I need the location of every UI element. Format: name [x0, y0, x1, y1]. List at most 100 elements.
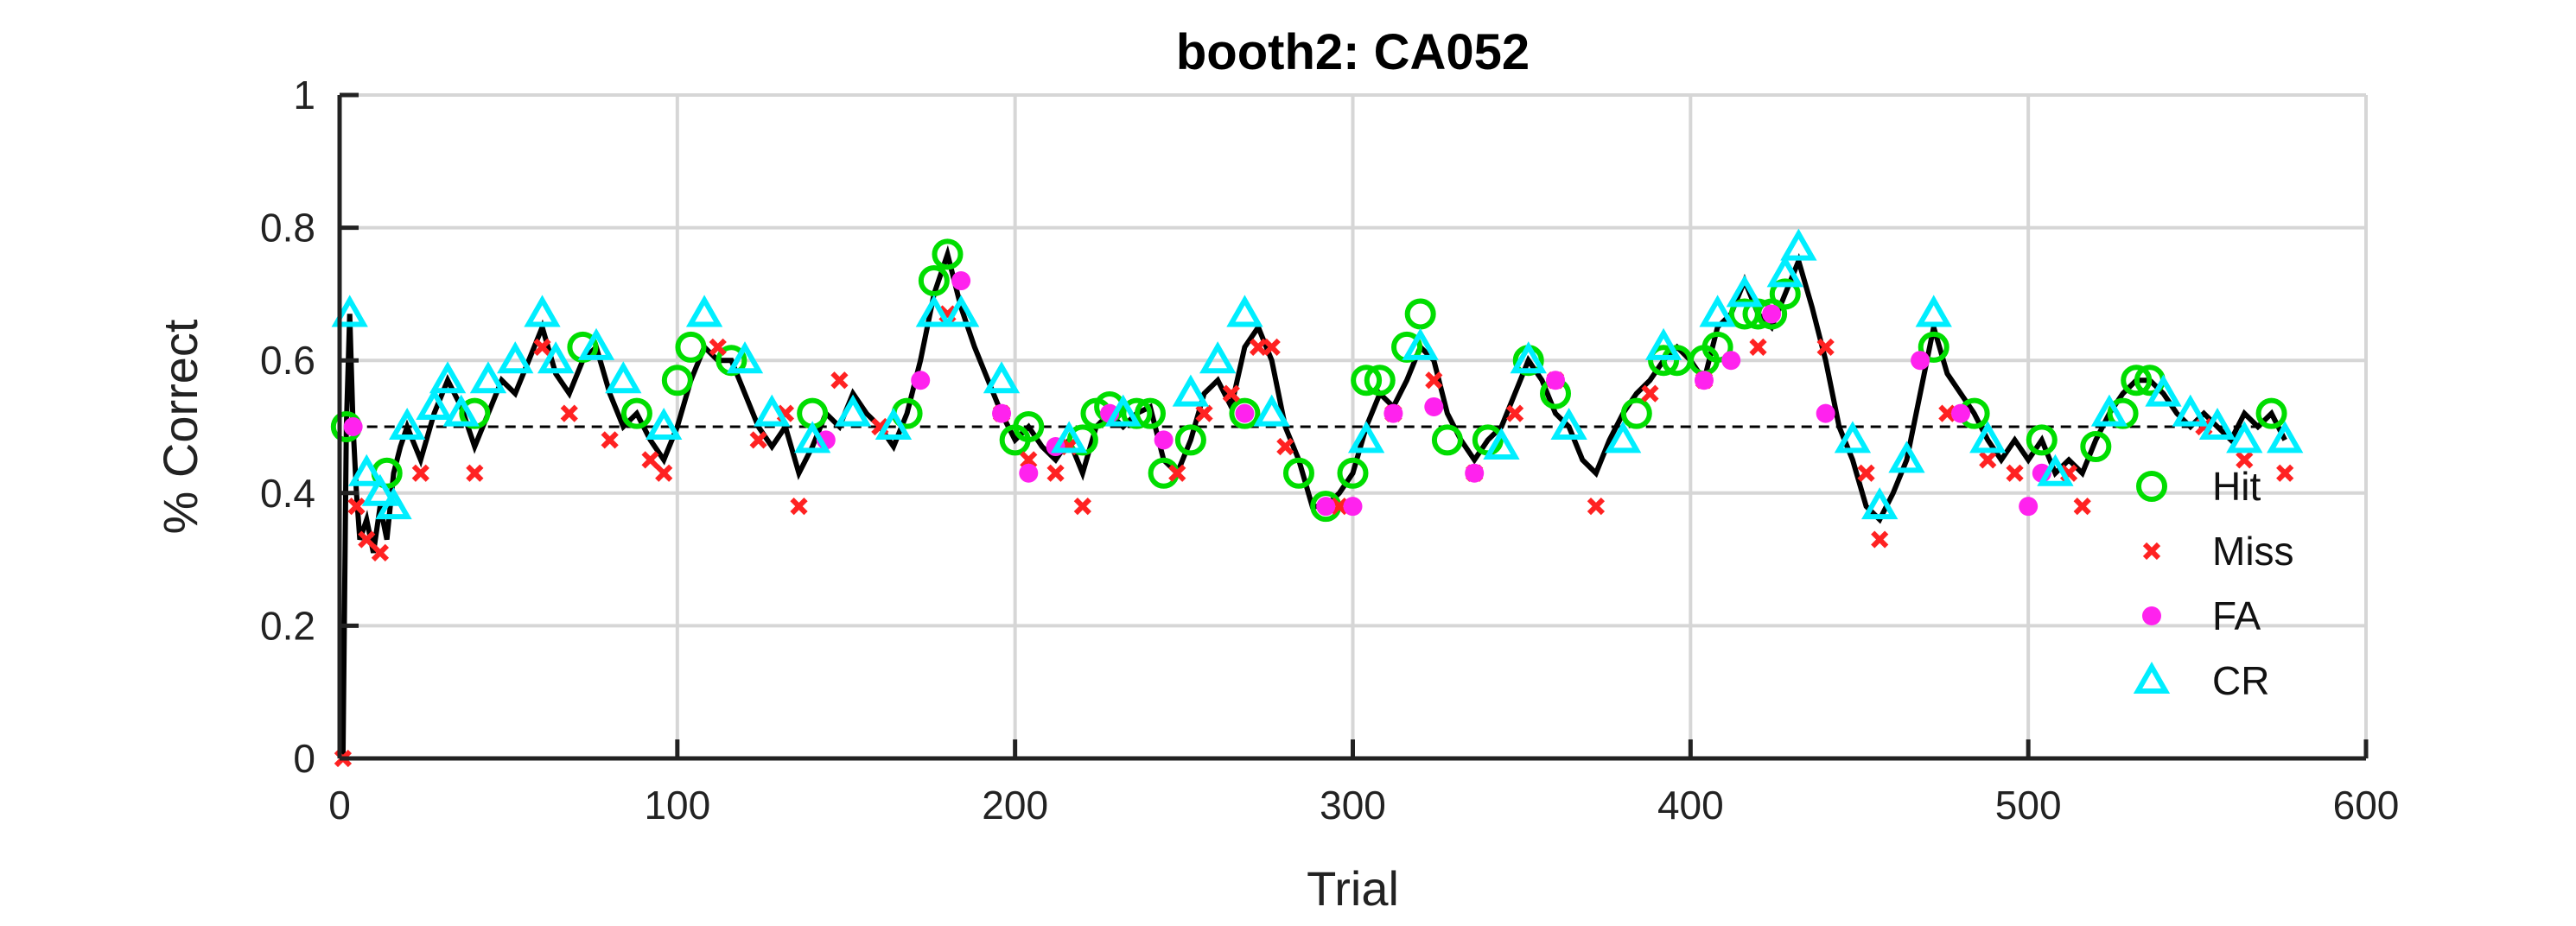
marker-fa — [1546, 371, 1565, 390]
marker-miss — [1938, 404, 1956, 422]
marker-cr — [1199, 341, 1237, 374]
marker-hit — [1148, 457, 1180, 489]
marker-cr — [2172, 394, 2209, 427]
marker-cr — [1699, 295, 1736, 327]
marker-miss — [830, 371, 849, 390]
marker-miss — [749, 431, 767, 449]
marker-miss-stroke — [790, 498, 808, 516]
marker-hit — [1282, 457, 1314, 489]
marker-miss — [790, 498, 808, 516]
marker-fa — [1235, 403, 1255, 423]
marker-miss — [1749, 338, 1767, 356]
y-axis-label: % Correct — [153, 319, 207, 534]
legend-miss-marker-stroke — [2142, 542, 2161, 561]
x-tick-label: 100 — [644, 783, 710, 828]
marker-hit — [675, 331, 707, 363]
marker-cr — [915, 295, 953, 327]
marker-cr — [1834, 421, 1872, 453]
legend-hit-marker — [2136, 471, 2167, 502]
marker-cr — [429, 361, 467, 394]
marker-cr — [2226, 421, 2263, 453]
marker-miss — [1222, 384, 1240, 403]
marker-miss — [641, 451, 659, 469]
marker-fa — [1154, 430, 1174, 450]
marker-miss — [411, 464, 429, 482]
legend-fa-label: FA — [2212, 593, 2261, 638]
marker-miss — [709, 338, 727, 356]
marker-fa — [1465, 463, 1485, 483]
marker-miss — [1073, 498, 1091, 516]
marker-cr — [1550, 407, 1587, 440]
marker-hit — [1351, 365, 1383, 396]
marker-miss — [2276, 464, 2294, 482]
marker-cr — [1051, 421, 1088, 453]
marker-cr — [1347, 421, 1385, 453]
marker-miss-stroke — [1816, 338, 1835, 356]
marker-miss — [1168, 464, 1186, 482]
marker-cr — [1402, 327, 1439, 360]
marker-hit — [661, 365, 693, 396]
marker-cr — [793, 421, 831, 453]
legend-cr-marker — [2133, 661, 2171, 694]
marker-hit — [1769, 278, 1801, 310]
marker-hit — [1404, 298, 1436, 330]
marker-cr — [2267, 421, 2304, 453]
marker-miss-stroke — [1222, 384, 1240, 403]
marker-fa — [1424, 396, 1444, 416]
marker-cr — [497, 341, 534, 374]
legend: Hit Miss FA CR — [2133, 464, 2294, 703]
marker-cr — [1172, 374, 1210, 407]
marker-miss-stroke — [533, 338, 551, 356]
marker-hit — [1620, 397, 1652, 429]
marker-cr — [1969, 421, 2007, 453]
marker-cr — [1915, 295, 1952, 327]
marker-cr — [416, 387, 453, 420]
legend-cr-label: CR — [2212, 658, 2269, 703]
y-tick-label: 0.8 — [260, 206, 315, 251]
marker-miss-stroke — [1587, 498, 1606, 516]
marker-cr — [524, 295, 561, 327]
marker-cr — [1644, 327, 1682, 360]
marker-fa — [1721, 351, 1741, 371]
legend-miss-marker — [2142, 542, 2161, 561]
marker-miss-stroke — [1749, 338, 1767, 356]
marker-miss-stroke — [2276, 464, 2294, 482]
marker-miss — [1425, 371, 1443, 390]
marker-fa — [1343, 497, 1363, 517]
marker-cr — [348, 453, 385, 486]
marker-fa — [2019, 497, 2039, 517]
marker-hit — [2026, 424, 2058, 456]
marker-miss — [1276, 437, 1294, 456]
marker-cr — [942, 295, 980, 327]
marker-miss-stroke — [1979, 451, 1997, 469]
marker-fa — [1951, 403, 1970, 423]
marker-cr — [2037, 453, 2074, 486]
marker-miss — [1263, 338, 1281, 356]
marker-miss-stroke — [1857, 464, 1875, 482]
marker-miss-stroke — [1871, 530, 1889, 549]
marker-miss — [371, 543, 390, 562]
marker-miss-stroke — [1276, 437, 1294, 456]
marker-cr — [685, 295, 723, 327]
x-tick-label: 300 — [1320, 783, 1386, 828]
marker-miss-stroke — [1330, 498, 1348, 516]
marker-cr — [834, 394, 872, 427]
marker-cr — [469, 361, 507, 394]
axes — [337, 92, 2369, 761]
marker-fa — [1019, 463, 1039, 483]
marker-fa — [911, 371, 931, 390]
marker-miss-stroke — [358, 530, 376, 549]
marker-hit — [932, 238, 964, 270]
marker-cr — [375, 487, 412, 520]
marker-miss — [1330, 498, 1348, 516]
marker-cr — [1104, 394, 1142, 427]
marker-miss-stroke — [1168, 464, 1186, 482]
marker-miss-stroke — [1073, 498, 1091, 516]
marker-miss-stroke — [871, 417, 889, 436]
marker-miss-stroke — [411, 464, 429, 482]
tick-labels: 0 100 200 300 400 500 600 0 0.2 0.4 0.6 0.8 1 — [260, 73, 2399, 828]
marker-cr — [442, 394, 480, 427]
marker-hit — [620, 397, 652, 429]
marker-fa — [1911, 351, 1930, 371]
marker-cr — [537, 341, 575, 374]
